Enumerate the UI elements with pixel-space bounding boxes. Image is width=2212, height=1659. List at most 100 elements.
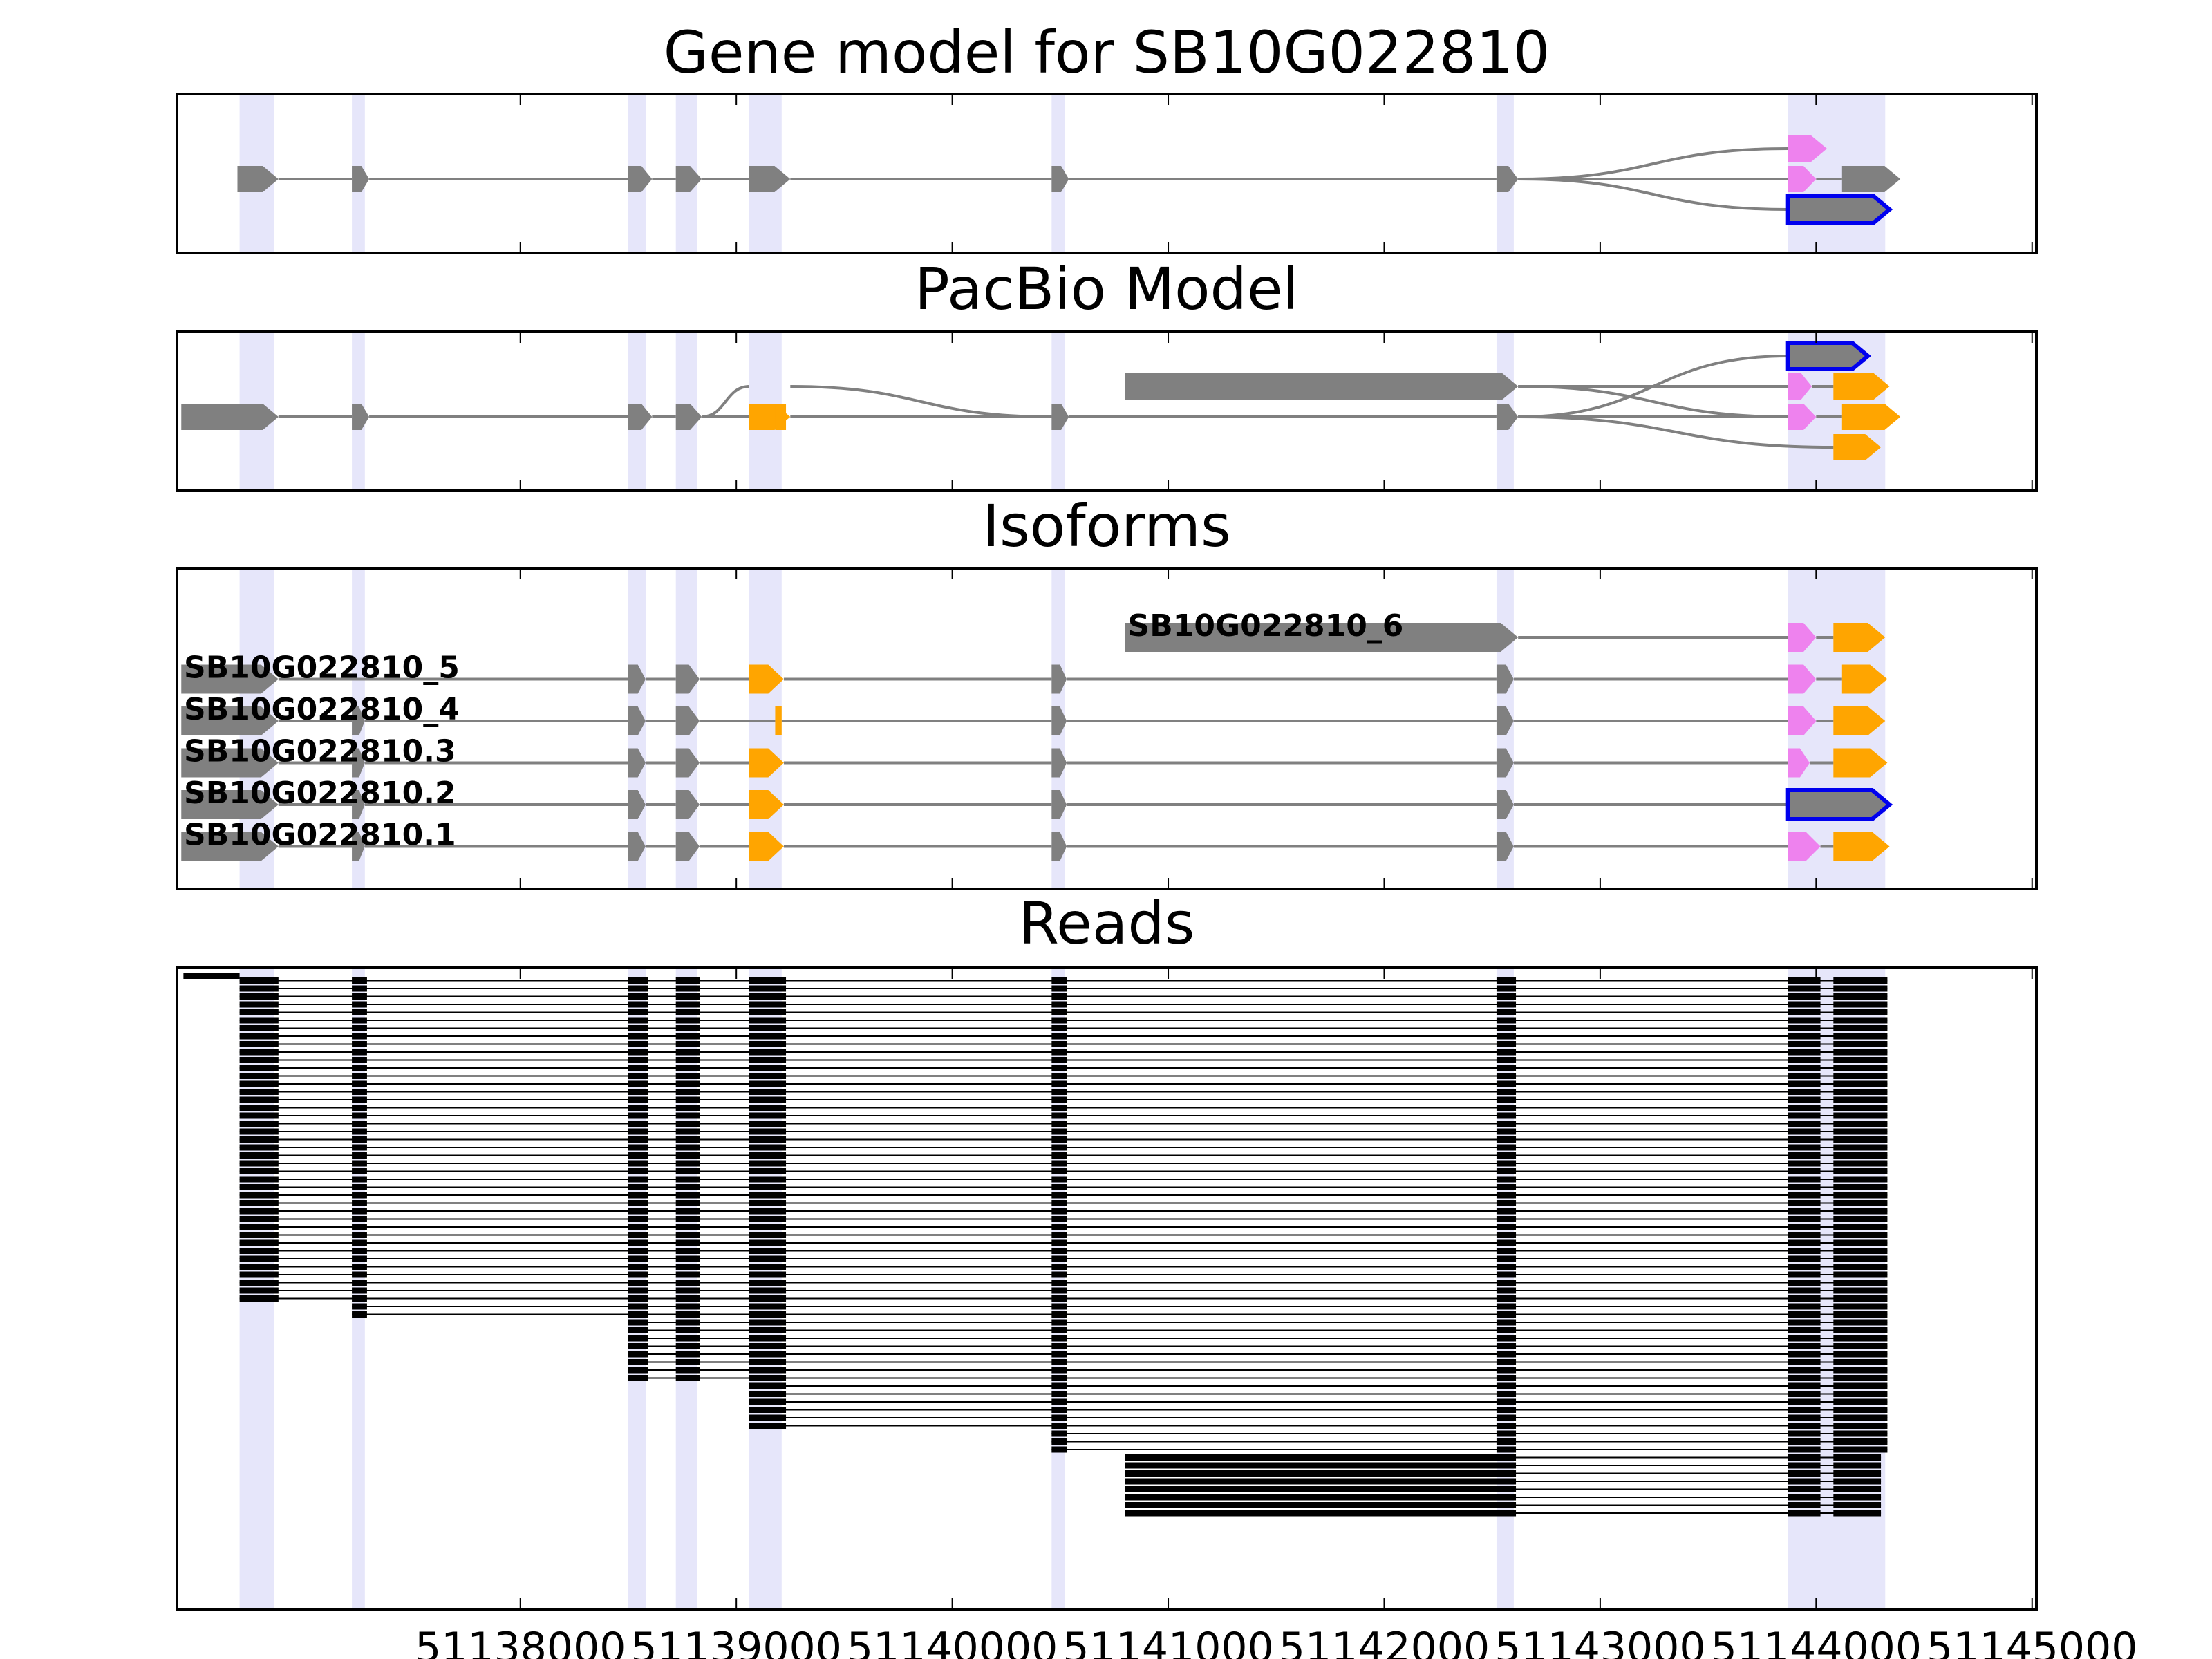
coding-exon — [1051, 832, 1067, 861]
read-exon — [352, 1065, 367, 1071]
read-exon — [239, 1271, 279, 1278]
read-exon — [1125, 1486, 1517, 1492]
read-exon — [352, 1001, 367, 1008]
coding-exon — [352, 166, 370, 192]
read-exon — [628, 1073, 648, 1079]
read-exon — [1496, 1264, 1517, 1270]
read-exon — [1051, 1128, 1067, 1135]
read-exon — [1788, 1073, 1821, 1079]
read-exon — [239, 1200, 279, 1206]
read-exon — [675, 1049, 700, 1056]
read-exon — [628, 1096, 648, 1103]
isoform-label: SB10G022810_4 — [184, 692, 460, 727]
utr5-exon — [1788, 832, 1821, 861]
utr3-exon — [1833, 748, 1888, 778]
read-exon — [628, 1311, 648, 1318]
read-exon — [1833, 1382, 1888, 1389]
read-exon — [1496, 1430, 1517, 1437]
read-exon — [1833, 1367, 1888, 1374]
read-exon — [1788, 1096, 1821, 1103]
read-exon — [1833, 1486, 1882, 1492]
coding-exon — [628, 404, 653, 430]
read-exon — [1051, 1073, 1067, 1079]
read-exon — [352, 1239, 367, 1246]
read-exon — [1788, 1224, 1821, 1230]
read-exon — [1788, 1375, 1821, 1381]
read-exon — [1496, 1105, 1517, 1111]
x-tick-label: 51142000 — [1279, 1624, 1490, 1659]
read-exon — [239, 1264, 279, 1270]
read-exon — [749, 985, 787, 992]
read-exon — [1788, 1319, 1821, 1326]
read-exon — [1788, 1470, 1821, 1477]
read-exon — [1051, 1271, 1067, 1278]
utr5-exon — [1788, 373, 1812, 400]
read-exon — [675, 1089, 700, 1095]
coding-exon — [181, 706, 279, 735]
read-exon — [675, 1096, 700, 1103]
read-exon — [675, 1176, 700, 1183]
read-exon — [749, 1335, 787, 1342]
read-exon — [675, 1335, 700, 1342]
read-exon — [628, 1335, 648, 1342]
read-exon — [352, 1073, 367, 1079]
read-exon — [239, 1089, 279, 1095]
read-exon — [749, 1096, 787, 1103]
read-exon — [1833, 1001, 1888, 1008]
read-exon — [239, 1080, 279, 1087]
read-exon — [1051, 1168, 1067, 1174]
read-exon — [749, 1033, 787, 1040]
read-exon — [352, 1271, 367, 1278]
read-exon — [675, 1001, 700, 1008]
coding-exon — [181, 664, 279, 694]
read-exon — [1051, 1438, 1067, 1445]
coding-exon — [181, 790, 279, 819]
read-exon — [239, 1057, 279, 1063]
read-exon — [352, 1303, 367, 1310]
read-exon — [628, 1232, 648, 1238]
read-exon — [1496, 1239, 1517, 1246]
read-exon — [1051, 1232, 1067, 1238]
read-exon — [628, 1001, 648, 1008]
read-exon — [1833, 1335, 1888, 1342]
read-exon — [352, 1017, 367, 1024]
read-exon — [239, 1144, 279, 1151]
utr3-exon — [749, 790, 784, 819]
read-exon — [1788, 1446, 1821, 1453]
read-exon — [1496, 1112, 1517, 1119]
read-exon — [675, 1105, 700, 1111]
read-exon — [1788, 1454, 1821, 1461]
read-exon — [1788, 1057, 1821, 1063]
read-exon — [628, 1128, 648, 1135]
read-exon — [352, 1224, 367, 1230]
read-exon — [749, 1041, 787, 1047]
read-exon — [1788, 1025, 1821, 1031]
read-exon — [675, 1136, 700, 1143]
utr5-exon — [1788, 404, 1817, 430]
read-exon — [1051, 1398, 1067, 1405]
coding-exon — [1051, 706, 1067, 735]
read-exon — [352, 1041, 367, 1047]
read-exon — [1496, 1446, 1517, 1453]
read-exon — [1833, 985, 1888, 992]
utr3-exon — [749, 832, 784, 861]
read-exon — [675, 1359, 700, 1365]
read-exon — [1788, 1311, 1821, 1318]
read-exon — [1496, 1319, 1517, 1326]
coding-exon — [352, 404, 370, 430]
read-exon — [675, 1343, 700, 1349]
read-exon — [675, 1184, 700, 1190]
coding-exon — [1051, 664, 1067, 694]
read-exon — [1051, 1280, 1067, 1286]
read-exon — [628, 1121, 648, 1127]
read-exon — [675, 1057, 700, 1063]
utr5-exon — [1788, 135, 1827, 162]
read-exon — [1788, 1502, 1821, 1508]
read-exon — [749, 1271, 787, 1278]
read-exon — [1833, 1351, 1888, 1358]
utr3-exon — [1833, 706, 1886, 735]
read-exon — [239, 1255, 279, 1262]
read-exon — [352, 1033, 367, 1040]
read-exon — [1496, 1311, 1517, 1318]
isoform-label: SB10G022810.2 — [184, 776, 456, 811]
